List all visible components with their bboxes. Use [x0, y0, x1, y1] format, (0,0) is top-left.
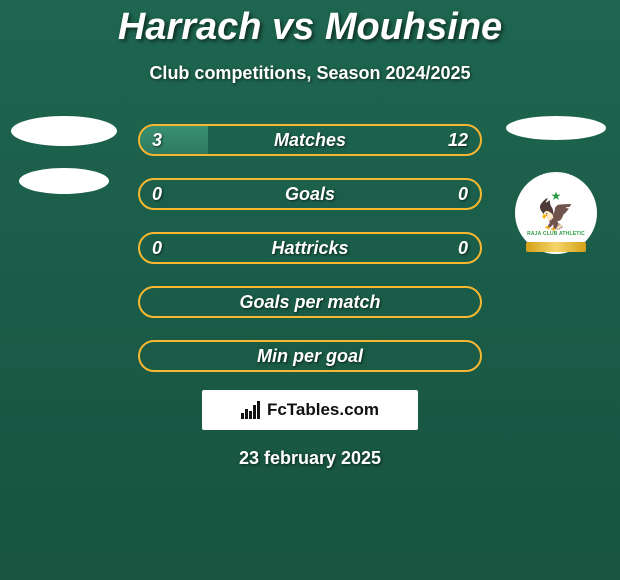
subtitle: Club competitions, Season 2024/2025 [0, 63, 620, 84]
stat-label: Hattricks [271, 238, 348, 259]
stat-label: Goals per match [239, 292, 380, 313]
row-right-spacer [500, 282, 610, 322]
stat-row: 0 Hattricks 0 [0, 228, 620, 268]
date-label: 23 february 2025 [0, 448, 620, 469]
row-left-spacer [10, 228, 120, 268]
stat-bar-min-per-goal: Min per goal [138, 340, 482, 372]
row-left-spacer [10, 120, 120, 160]
stat-left-value: 0 [152, 238, 162, 259]
stat-bar-fill [140, 126, 208, 154]
bars-icon [241, 401, 263, 419]
stat-row: 0 Goals 0 [0, 174, 620, 214]
row-right-spacer [500, 120, 610, 160]
stat-right-value: 0 [458, 238, 468, 259]
stat-left-value: 0 [152, 184, 162, 205]
stats-rows: 3 Matches 12 0 Goals 0 0 Hattricks 0 [0, 120, 620, 376]
stat-row: Min per goal [0, 336, 620, 376]
stat-bar-goals: 0 Goals 0 [138, 178, 482, 210]
stat-label: Min per goal [257, 346, 363, 367]
stat-left-value: 3 [152, 130, 162, 151]
brand-badge: FcTables.com [202, 390, 418, 430]
stat-right-value: 12 [448, 130, 468, 151]
row-right-spacer [500, 336, 610, 376]
stat-label: Matches [274, 130, 346, 151]
stat-row: Goals per match [0, 282, 620, 322]
row-left-spacer [10, 336, 120, 376]
stat-label: Goals [285, 184, 335, 205]
stat-bar-goals-per-match: Goals per match [138, 286, 482, 318]
row-right-spacer [500, 228, 610, 268]
stat-right-value: 0 [458, 184, 468, 205]
page-title: Harrach vs Mouhsine [0, 0, 620, 49]
brand-text: FcTables.com [267, 400, 379, 420]
row-left-spacer [10, 174, 120, 214]
row-right-spacer [500, 174, 610, 214]
row-left-spacer [10, 282, 120, 322]
stat-row: 3 Matches 12 [0, 120, 620, 160]
stat-bar-hattricks: 0 Hattricks 0 [138, 232, 482, 264]
stat-bar-matches: 3 Matches 12 [138, 124, 482, 156]
